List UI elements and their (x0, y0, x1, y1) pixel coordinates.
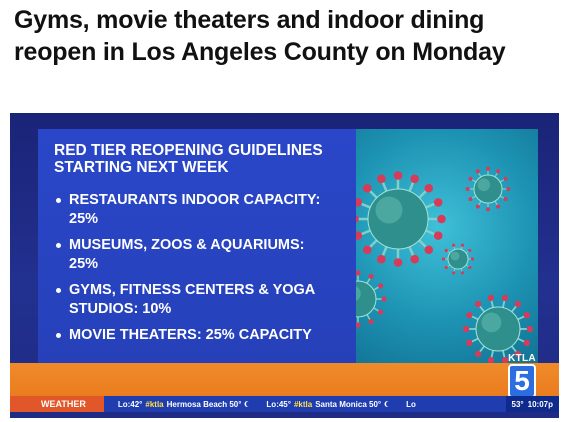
ticker-place: Hermosa Beach 50° (166, 399, 242, 409)
guideline-item: MUSEUMS, ZOOS & AQUARIUMS: 25% (56, 236, 326, 274)
weather-ticker: WEATHER Lo:42° #ktla Hermosa Beach 50° L… (10, 396, 559, 412)
virus-particle (465, 166, 511, 212)
ticker-low: Lo:45° (266, 399, 291, 409)
current-temperature: 53° (511, 399, 524, 409)
ticker-label: WEATHER (10, 396, 104, 412)
ticker-current: 53° 10:07p (505, 396, 559, 412)
ticker-item: Lo (406, 400, 416, 409)
moon-icon (246, 401, 252, 407)
guideline-item: RESTAURANTS INDOOR CAPACITY: 25% (56, 191, 326, 229)
ticker-trailing: Lo (406, 399, 416, 409)
logo-text: KTLA (508, 353, 536, 364)
article-headline: Gyms, movie theaters and indoor dining r… (14, 6, 506, 66)
ktla-logo: KTLA 5 (503, 353, 541, 401)
news-video-frame[interactable]: RED TIER REOPENING GUIDELINES STARTING N… (10, 113, 559, 418)
ticker-place: Santa Monica 50° (315, 399, 382, 409)
logo-number: 5 (514, 365, 530, 396)
ticker-hashtag: #ktla (293, 399, 313, 409)
panel-title: RED TIER REOPENING GUIDELINES STARTING N… (54, 142, 323, 176)
virus-particle (441, 243, 475, 275)
current-time: 10:07p (527, 399, 553, 409)
logo-number-box: 5 (508, 364, 536, 398)
ticker-low: Lo:42° (117, 399, 143, 409)
virus-particle (350, 171, 446, 267)
ticker-item: Lo:45° #ktla Santa Monica 50° (266, 400, 392, 409)
lower-third-band (10, 363, 559, 401)
guidelines-panel (38, 129, 356, 375)
guideline-list: RESTAURANTS INDOOR CAPACITY: 25% MUSEUMS… (56, 191, 326, 352)
moon-icon (386, 401, 392, 407)
ticker-item: Lo:42° #ktla Hermosa Beach 50° (118, 400, 253, 409)
ticker-hashtag: #ktla (145, 399, 164, 409)
virus-particle (462, 294, 534, 364)
guideline-item: GYMS, FITNESS CENTERS & YOGA STUDIOS: 10… (56, 281, 326, 319)
guideline-item: MOVIE THEATERS: 25% CAPACITY (56, 326, 326, 345)
